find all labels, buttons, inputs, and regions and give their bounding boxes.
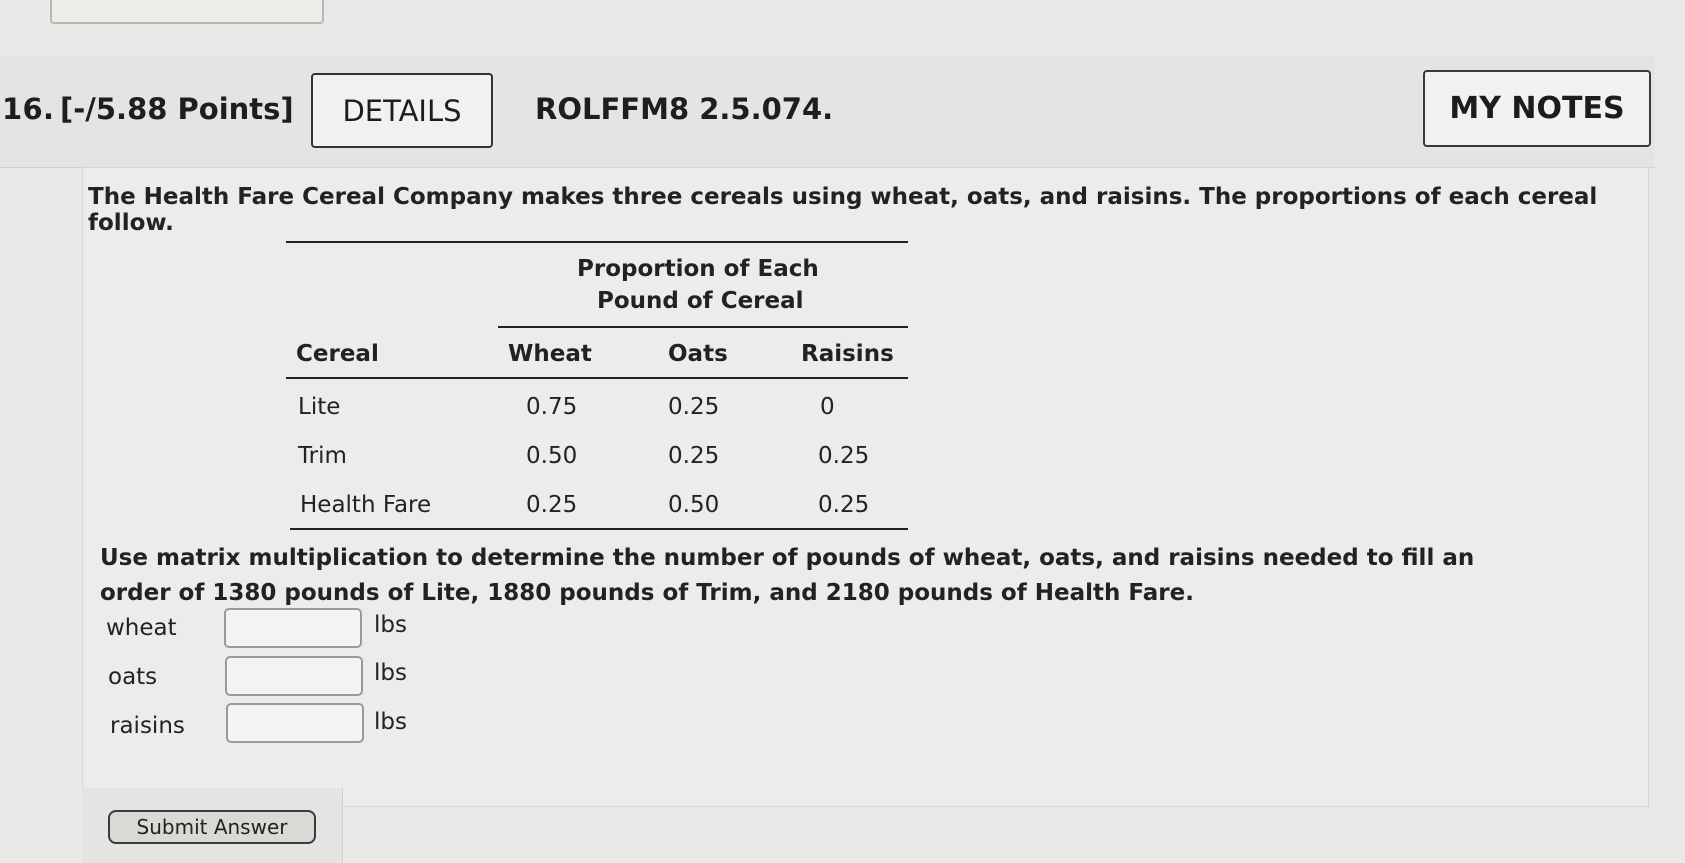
column-header-wheat: Wheat xyxy=(508,341,592,367)
previous-question-edge xyxy=(50,0,324,24)
question-number: 16. xyxy=(2,92,55,126)
oats-input[interactable] xyxy=(225,656,363,696)
oats-label: oats xyxy=(108,664,158,690)
question-intro: The Health Fare Cereal Company makes thr… xyxy=(88,184,1598,236)
row-trim-wheat: 0.50 xyxy=(526,443,578,469)
group-header-line1: Proportion of Each xyxy=(577,256,819,282)
row-lite-raisins: 0 xyxy=(820,394,835,420)
question-code: ROLFFM8 2.5.074. xyxy=(535,92,834,126)
wheat-label: wheat xyxy=(106,615,177,641)
row-trim-oats: 0.25 xyxy=(668,443,720,469)
submit-answer-button[interactable]: Submit Answer xyxy=(108,810,316,844)
row-health-fare-wheat: 0.25 xyxy=(526,492,578,518)
question-points: [-/5.88 Points] xyxy=(60,92,294,126)
row-health-fare-cereal: Health Fare xyxy=(300,492,432,518)
group-header-line2: Pound of Cereal xyxy=(597,288,804,314)
table-top-rule xyxy=(286,241,908,243)
oats-unit: lbs xyxy=(374,660,407,686)
table-bottom-rule xyxy=(290,528,908,530)
column-header-rule xyxy=(286,377,908,379)
question-header xyxy=(0,55,1655,168)
raisins-input[interactable] xyxy=(226,703,364,743)
question-body xyxy=(82,167,1649,807)
group-header-rule xyxy=(498,326,908,328)
row-health-fare-raisins: 0.25 xyxy=(818,492,870,518)
raisins-label: raisins xyxy=(110,713,185,739)
row-trim-raisins: 0.25 xyxy=(818,443,870,469)
column-header-raisins: Raisins xyxy=(801,341,894,367)
details-button[interactable]: DETAILS xyxy=(311,73,493,148)
row-lite-cereal: Lite xyxy=(298,394,341,420)
wheat-input[interactable] xyxy=(224,608,362,648)
question-task: Use matrix multiplication to determine t… xyxy=(100,545,1475,606)
wheat-unit: lbs xyxy=(374,612,407,638)
row-health-fare-oats: 0.50 xyxy=(668,492,720,518)
raisins-unit: lbs xyxy=(374,709,407,735)
column-header-cereal: Cereal xyxy=(296,341,379,367)
row-lite-oats: 0.25 xyxy=(668,394,720,420)
my-notes-button[interactable]: MY NOTES xyxy=(1423,70,1651,147)
column-header-oats: Oats xyxy=(668,341,728,367)
row-trim-cereal: Trim xyxy=(298,443,347,469)
row-lite-wheat: 0.75 xyxy=(526,394,578,420)
